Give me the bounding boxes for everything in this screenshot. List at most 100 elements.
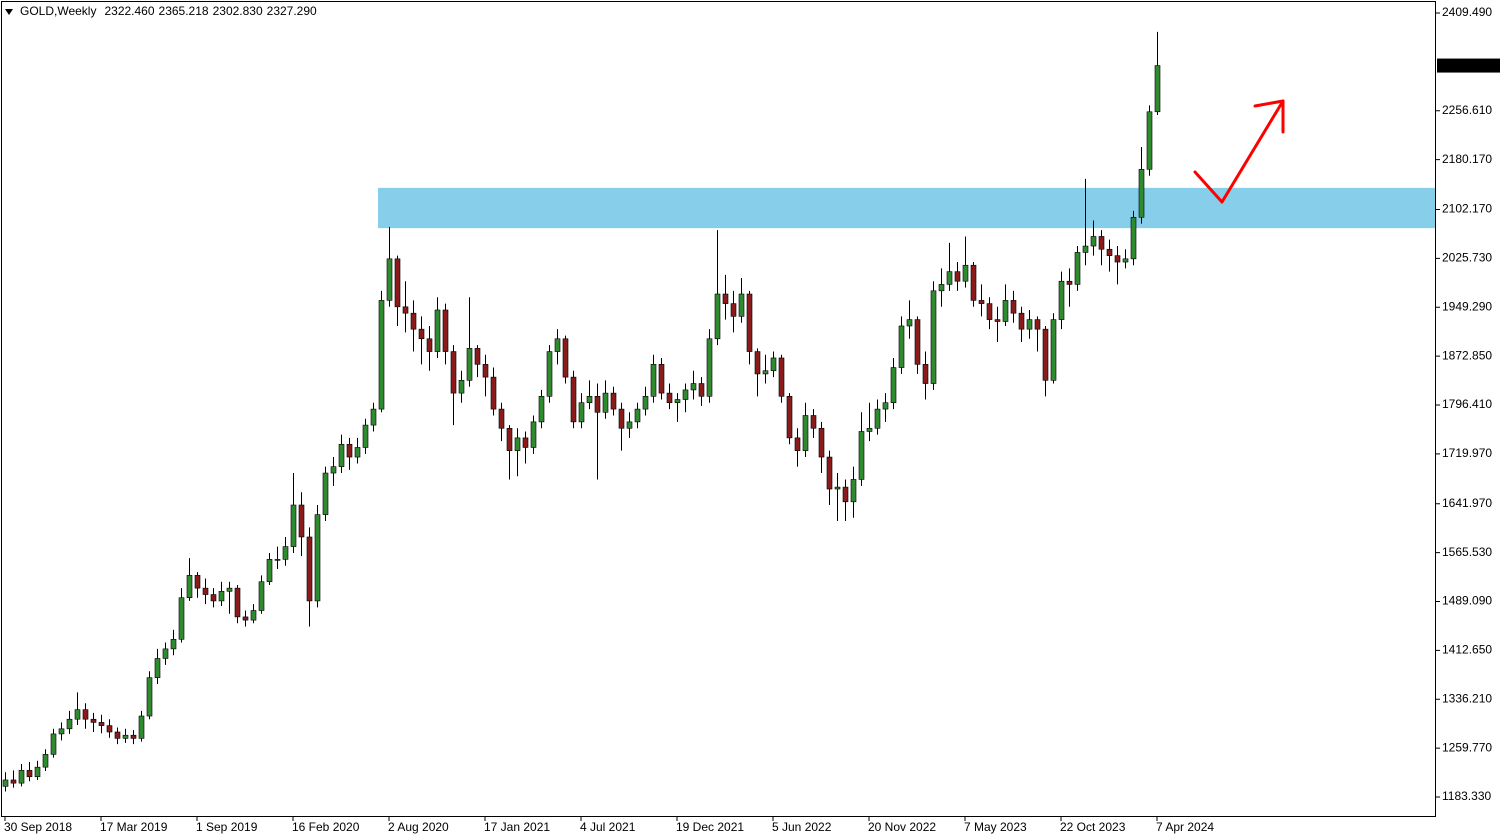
candle-body <box>674 399 681 404</box>
candle-body <box>74 709 81 720</box>
candle-body <box>42 754 49 768</box>
y-tick-label: 2180.170 <box>1442 152 1492 166</box>
x-tick-label: 1 Sep 2019 <box>196 820 258 834</box>
resistance-zone <box>378 187 1435 229</box>
candle-body <box>314 514 321 602</box>
candle-body <box>426 338 433 352</box>
plot-area <box>2 31 1435 792</box>
candle-body <box>1106 248 1113 256</box>
candle-body <box>258 581 265 611</box>
candle-body <box>498 408 505 429</box>
candle-body <box>418 328 425 340</box>
x-tick-label: 19 Dec 2021 <box>676 820 744 834</box>
candle-body <box>354 447 361 458</box>
candle-body <box>778 357 785 397</box>
candle-body <box>698 383 705 397</box>
candle-body <box>234 587 241 618</box>
arrow-path <box>1193 99 1285 204</box>
candle-body <box>562 338 569 378</box>
candle-body <box>346 443 353 458</box>
candle-body <box>266 559 273 583</box>
y-tick-label: 1412.650 <box>1442 643 1492 657</box>
candle-body <box>834 486 841 490</box>
candle-body <box>986 303 993 320</box>
candle-body <box>26 770 33 778</box>
candle-body <box>762 370 769 375</box>
y-tick-label: 2025.730 <box>1442 251 1492 265</box>
candle-body <box>130 734 137 739</box>
candle-body <box>482 364 489 378</box>
candle-body <box>146 677 153 717</box>
candle-body <box>882 402 889 410</box>
candle-body <box>898 325 905 368</box>
x-tick-label: 17 Jan 2021 <box>484 820 550 834</box>
candle-body <box>1114 255 1121 263</box>
candle-body <box>666 392 673 404</box>
candle-body <box>490 376 497 410</box>
candle-body <box>1130 216 1137 260</box>
candle-body <box>90 718 97 723</box>
candle-body <box>634 408 641 423</box>
candle-body <box>442 309 449 352</box>
y-tick-label: 1565.530 <box>1442 545 1492 559</box>
candle-body <box>1050 319 1057 381</box>
candle-body <box>642 396 649 410</box>
y-tick-label: 2256.610 <box>1442 103 1492 117</box>
candle-body <box>58 728 65 735</box>
candle-body <box>994 319 1001 322</box>
candle-body <box>906 319 913 327</box>
candle-body <box>226 587 233 592</box>
candle-body <box>242 616 249 621</box>
candle-body <box>1010 300 1017 314</box>
candle-body <box>506 427 513 451</box>
high-value: 2365.218 <box>159 4 209 18</box>
x-tick-label: 20 Nov 2022 <box>868 820 936 834</box>
candle-body <box>306 536 313 602</box>
candle-body <box>930 290 937 384</box>
y-tick-label: 1259.770 <box>1442 740 1492 754</box>
candle-body <box>98 722 105 726</box>
candle-body <box>114 731 121 739</box>
candle-body <box>538 396 545 423</box>
candle-body <box>922 364 929 384</box>
candle-body <box>10 779 17 784</box>
candle-body <box>338 443 345 467</box>
candle-body <box>706 338 713 397</box>
candle-body <box>802 415 809 451</box>
candle-body <box>434 309 441 352</box>
candle-body <box>170 638 177 650</box>
candle-body <box>1058 280 1065 320</box>
candle-body <box>410 312 417 330</box>
candle-body <box>370 408 377 426</box>
candle-body <box>218 591 225 602</box>
candle-body <box>514 437 521 451</box>
candle-body <box>690 383 697 391</box>
candle-body <box>842 486 849 503</box>
low-value: 2302.830 <box>213 4 263 18</box>
candle-body <box>178 597 185 640</box>
close-value: 2327.290 <box>267 4 317 18</box>
y-tick-label: 2102.170 <box>1442 202 1492 216</box>
candle-body <box>682 389 689 400</box>
y-tick-label: 1949.290 <box>1442 299 1492 313</box>
candle-body <box>626 421 633 429</box>
y-tick-label: 1489.090 <box>1442 594 1492 608</box>
candle-body <box>810 415 817 429</box>
candle-body <box>82 709 89 720</box>
candle-body <box>402 306 409 314</box>
x-tick-label: 4 Jul 2021 <box>580 820 636 834</box>
candle-body <box>282 546 289 560</box>
symbol: GOLD,Weekly <box>20 4 96 18</box>
candle-body <box>322 472 329 515</box>
y-tick-label: 1641.970 <box>1442 496 1492 510</box>
candle-body <box>1074 252 1081 285</box>
candle-body <box>1138 169 1145 218</box>
candle-body <box>378 300 385 410</box>
candle-body <box>1066 280 1073 285</box>
candle-body <box>202 587 209 595</box>
candle-body <box>162 648 169 659</box>
candle-body <box>874 408 881 429</box>
candle-body <box>746 293 753 352</box>
